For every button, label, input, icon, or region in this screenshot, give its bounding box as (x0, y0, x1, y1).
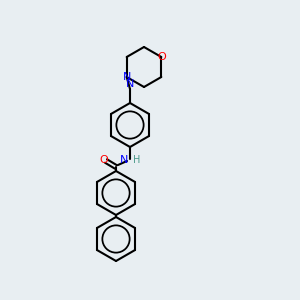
Text: H: H (133, 155, 140, 165)
Text: N: N (122, 72, 131, 82)
Text: N: N (120, 155, 128, 165)
Text: O: O (100, 155, 108, 165)
Text: O: O (157, 52, 166, 62)
Text: N: N (126, 79, 134, 89)
